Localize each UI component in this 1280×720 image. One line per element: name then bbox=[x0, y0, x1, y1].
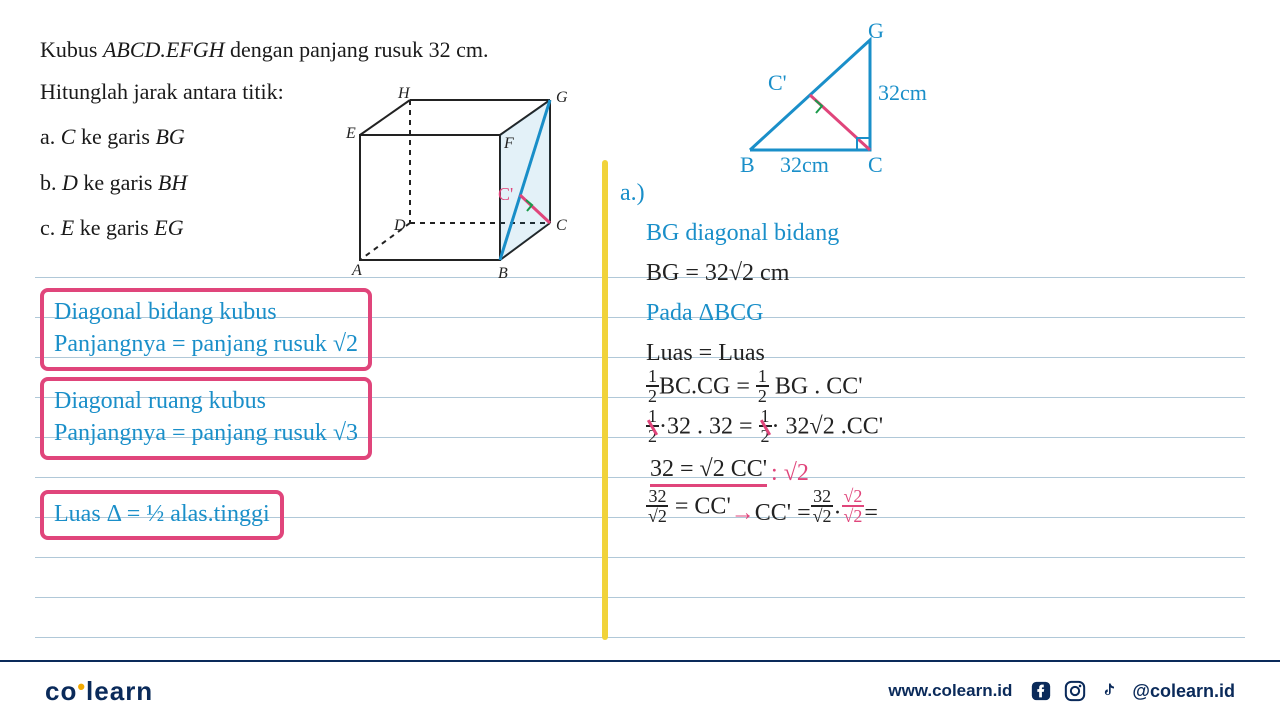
problem-title-cube: ABCD.EFGH bbox=[103, 37, 225, 62]
work-f1-n: 32 bbox=[646, 487, 668, 507]
cube-label-A: A bbox=[351, 262, 362, 279]
work-line4: Luas = Luas bbox=[646, 340, 765, 367]
instagram-icon[interactable] bbox=[1064, 680, 1086, 702]
problem-title-post: dengan panjang rusuk 32 cm. bbox=[225, 37, 489, 62]
work-line6a: ·32 . 32 = bbox=[659, 414, 759, 440]
cube-label-E: E bbox=[345, 125, 356, 142]
note-box2-line1: Diagonal ruang kubus bbox=[54, 385, 358, 417]
tri-side-cg: 32cm bbox=[878, 80, 927, 105]
work-f1-d: √2 bbox=[646, 507, 669, 525]
note-box-luas-triangle: Luas Δ = ½ alas.tinggi bbox=[40, 490, 284, 540]
work-part-a: a.) bbox=[620, 180, 645, 207]
footer-url[interactable]: www.colearn.id bbox=[888, 681, 1012, 701]
content-area: Kubus ABCD.EFGH dengan panjang rusuk 32 … bbox=[0, 10, 1280, 650]
work-line7: 32 = √2 CC' bbox=[650, 456, 767, 487]
note-box3-text: Luas Δ = ½ alas.tinggi bbox=[54, 501, 270, 527]
aux-triangle: G B C C' 32cm 32cm bbox=[720, 20, 940, 180]
logo-dot-icon: • bbox=[77, 674, 86, 700]
facebook-icon[interactable] bbox=[1030, 680, 1052, 702]
cancel-half-1: 12 bbox=[646, 407, 659, 445]
footer-bar: co•learn www.colearn.id @colearn.id bbox=[0, 660, 1280, 720]
vertical-highlighter-divider bbox=[602, 160, 608, 640]
work-l8-dot: · bbox=[834, 500, 842, 527]
note-box-diagonal-ruang: Diagonal ruang kubus Panjangnya = panjan… bbox=[40, 377, 372, 460]
work-f2-d: √2 bbox=[811, 507, 834, 525]
cube-label-F: F bbox=[503, 135, 514, 152]
footer-handle[interactable]: @colearn.id bbox=[1132, 681, 1235, 702]
tri-label-Cp: C' bbox=[768, 70, 787, 95]
cube-label-H: H bbox=[397, 85, 411, 102]
note-box1-line1: Diagonal bidang kubus bbox=[54, 296, 358, 328]
work-line2: BG = 32√2 cm bbox=[646, 260, 789, 287]
work-line5c: BG . CC' bbox=[769, 374, 863, 400]
work-f3-d: √2 bbox=[842, 507, 865, 525]
problem-title-pre: Kubus bbox=[40, 37, 103, 62]
footer-right: www.colearn.id @colearn.id bbox=[888, 680, 1235, 702]
work-line5a: BC.CG = bbox=[659, 374, 756, 400]
cube-diagram: A B C D E F G H C' bbox=[330, 80, 590, 290]
note-box1-line2: Panjangnya = panjang rusuk √2 bbox=[54, 328, 358, 360]
work-line1: BG diagonal bidang bbox=[646, 220, 839, 247]
left-column: Kubus ABCD.EFGH dengan panjang rusuk 32 … bbox=[40, 30, 600, 254]
cube-label-D: D bbox=[393, 217, 406, 234]
logo-part-a: co bbox=[45, 676, 77, 706]
work-f2-n: 32 bbox=[811, 487, 833, 507]
cube-label-C: C bbox=[556, 217, 567, 234]
brand-logo: co•learn bbox=[45, 676, 153, 707]
tri-label-G: G bbox=[868, 20, 884, 43]
cube-label-Cp: C' bbox=[498, 184, 513, 204]
note-box2-line2: Panjangnya = panjang rusuk √3 bbox=[54, 417, 358, 449]
work-l8-mid: = CC' bbox=[669, 494, 731, 520]
work-l8-eq: = bbox=[864, 500, 878, 527]
work-line7-div: : √2 bbox=[771, 460, 809, 487]
logo-part-b: learn bbox=[86, 676, 153, 706]
cancel-half-2: 12 bbox=[759, 407, 772, 445]
arrow-icon: → bbox=[731, 500, 755, 527]
work-line6b: · 32√2 .CC' bbox=[772, 414, 884, 440]
work-l8-r1: CC' = bbox=[755, 500, 811, 527]
cube-label-G: G bbox=[556, 89, 568, 106]
tiktok-icon[interactable] bbox=[1098, 680, 1120, 702]
note-box-diagonal-bidang: Diagonal bidang kubus Panjangnya = panja… bbox=[40, 288, 372, 371]
work-f3-n: √2 bbox=[842, 487, 865, 507]
work-line3: Pada ΔBCG bbox=[646, 300, 763, 327]
cube-label-B: B bbox=[498, 265, 508, 282]
